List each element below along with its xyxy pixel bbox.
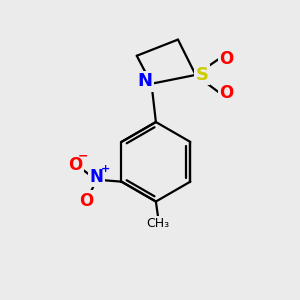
Text: O: O [219,50,234,68]
Text: S: S [196,66,208,84]
Text: CH₃: CH₃ [147,217,170,230]
Text: N: N [89,168,103,186]
Text: O: O [68,156,83,174]
Text: O: O [79,192,93,210]
Text: +: + [100,164,110,174]
Text: N: N [137,72,152,90]
Text: −: − [78,149,88,163]
Text: O: O [219,84,234,102]
